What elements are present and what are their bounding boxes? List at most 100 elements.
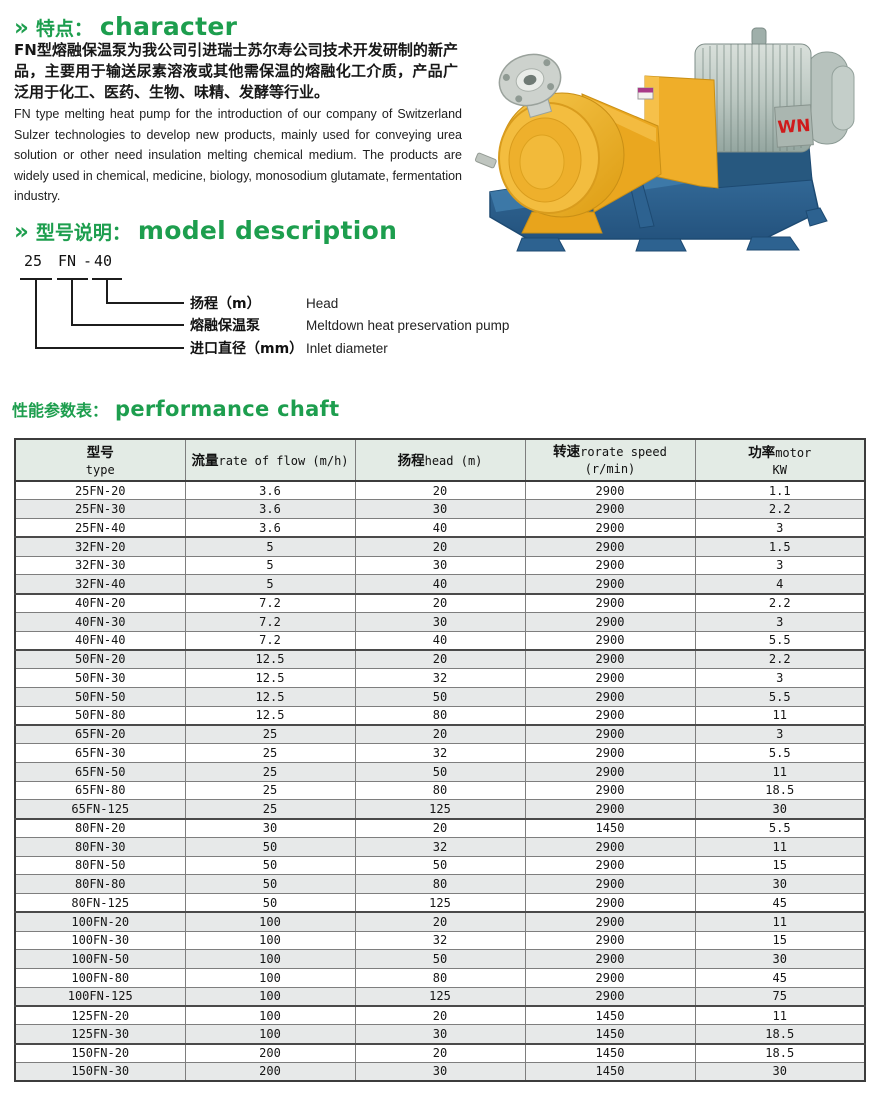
table-cell: 12.5 [184, 705, 356, 726]
table-cell: 20 [354, 536, 526, 557]
table-cell: 20 [354, 723, 526, 744]
character-title-zh: 特点： [35, 18, 93, 40]
table-cell: 32 [354, 836, 526, 857]
table-cell: 50FN-50 [14, 686, 186, 707]
table-row: 65FN-80 25 80 2900 18.5 [14, 780, 866, 801]
character-title-en: character [99, 12, 238, 41]
table-cell: 2900 [524, 930, 696, 951]
table-row: 50FN-80 12.5 80 2900 11 [14, 705, 866, 726]
table-cell: 50 [354, 949, 526, 969]
table-row: 50FN-50 12.5 50 2900 5.5 [14, 686, 866, 707]
model-section-title: » 型号说明： model description [14, 216, 397, 245]
table-cell: 25 [184, 743, 356, 763]
table-cell: 5.5 [694, 743, 866, 763]
table-cell: 2900 [524, 799, 696, 819]
table-cell: 2900 [524, 761, 696, 782]
table-cell: 12.5 [184, 686, 356, 707]
table-cell: 2900 [524, 480, 696, 501]
table-cell: 20 [354, 817, 526, 838]
table-cell: 11 [694, 1005, 866, 1026]
table-cell: 100 [184, 930, 356, 951]
performance-table: 型号 type 流量rate of flow (m/h) 扬程head (m) 转速ro… [14, 438, 866, 1082]
table-cell: 2900 [524, 874, 696, 894]
table-cell: 65FN-80 [14, 780, 186, 801]
table-row: 80FN-125 50 125 2900 45 [14, 893, 866, 913]
table-cell: 2900 [524, 743, 696, 763]
table-cell: 25FN-30 [14, 499, 186, 519]
table-cell: 100 [184, 1024, 356, 1044]
table-cell: 18.5 [694, 1024, 866, 1044]
table-row: 100FN-125 100 125 2900 75 [14, 986, 866, 1007]
table-cell: 80 [354, 968, 526, 988]
table-row: 150FN-20 200 20 1450 18.5 [14, 1042, 866, 1063]
table-row: 32FN-40 5 40 2900 4 [14, 574, 866, 594]
table-cell: 30 [354, 1024, 526, 1044]
table-cell: 45 [694, 893, 866, 913]
table-cell: 20 [354, 648, 526, 669]
table-cell: 25FN-20 [14, 480, 186, 501]
table-cell: 30 [694, 949, 866, 969]
table-row: 65FN-30 25 32 2900 5.5 [14, 743, 866, 763]
table-cell: 50 [354, 855, 526, 876]
table-cell: 15 [694, 855, 866, 876]
table-cell: 65FN-20 [14, 723, 186, 744]
performance-table-head: 型号 type 流量rate of flow (m/h) 扬程head (m) 转速ro… [14, 438, 866, 482]
model-code-inlet: 25 [24, 252, 43, 270]
table-cell: 100 [184, 949, 356, 969]
table-cell: 80 [354, 705, 526, 726]
table-cell: 30 [354, 555, 526, 576]
column-header: 功率motor KW [694, 438, 866, 482]
table-cell: 65FN-125 [14, 799, 186, 819]
table-row: 32FN-30 5 30 2900 3 [14, 555, 866, 576]
table-cell: 30 [694, 799, 866, 819]
table-cell: 2900 [524, 705, 696, 726]
table-cell: 50 [184, 836, 356, 857]
character-paragraph-en: FN type melting heat pump for the introd… [14, 107, 462, 203]
column-header: 型号 type [14, 438, 186, 482]
table-cell: 32FN-20 [14, 536, 186, 557]
table-cell: 80FN-125 [14, 893, 186, 913]
column-header: 扬程head (m) [354, 438, 526, 482]
table-cell: 12.5 [184, 648, 356, 669]
table-row: 50FN-20 12.5 20 2900 2.2 [14, 648, 866, 669]
table-cell: 2900 [524, 986, 696, 1007]
table-row: 80FN-30 50 32 2900 11 [14, 836, 866, 857]
table-cell: 2900 [524, 723, 696, 744]
table-cell: 100 [184, 968, 356, 988]
table-row: 100FN-50 100 50 2900 30 [14, 949, 866, 969]
table-cell: 100FN-125 [14, 986, 186, 1007]
table-cell: 1450 [524, 817, 696, 838]
table-cell: 20 [354, 1042, 526, 1063]
table-row: 65FN-20 25 20 2900 3 [14, 723, 866, 744]
table-cell: 3 [694, 723, 866, 744]
table-row: 32FN-20 5 20 2900 1.5 [14, 536, 866, 557]
table-cell: 20 [354, 592, 526, 613]
table-cell: 200 [184, 1042, 356, 1063]
table-cell: 2900 [524, 893, 696, 913]
double-chevron-icon: » [14, 15, 29, 41]
table-cell: 20 [354, 911, 526, 932]
table-cell: 80 [354, 874, 526, 894]
model-code-diagram: 25 FN - 40 扬程（m） Head 熔融保温泵 Meltdown hea… [14, 252, 574, 370]
table-row: 65FN-125 25 125 2900 30 [14, 799, 866, 819]
table-cell: 2900 [524, 911, 696, 932]
legend-pump-en: Meltdown heat preservation pump [306, 317, 510, 333]
table-cell: 12.5 [184, 668, 356, 688]
table-cell: 4 [694, 574, 866, 594]
performance-table-body: 25FN-20 3.6 20 2900 1.1 25FN-30 3.6 30 2900 2.2 25… [14, 480, 866, 1082]
double-chevron-icon: » [14, 219, 29, 245]
legend-row: 熔融保温泵 Meltdown heat preservation pump [14, 316, 574, 335]
table-cell: 2900 [524, 630, 696, 651]
table-cell: 11 [694, 836, 866, 857]
table-cell: 200 [184, 1061, 356, 1082]
table-cell: 65FN-30 [14, 743, 186, 763]
table-cell: 5.5 [694, 817, 866, 838]
legend-inlet-zh: 进口直径（mm） [190, 341, 304, 357]
table-cell: 25 [184, 780, 356, 801]
table-cell: 32 [354, 668, 526, 688]
table-cell: 2.2 [694, 499, 866, 519]
table-cell: 2.2 [694, 648, 866, 669]
table-cell: 2900 [524, 836, 696, 857]
table-cell: 80FN-30 [14, 836, 186, 857]
